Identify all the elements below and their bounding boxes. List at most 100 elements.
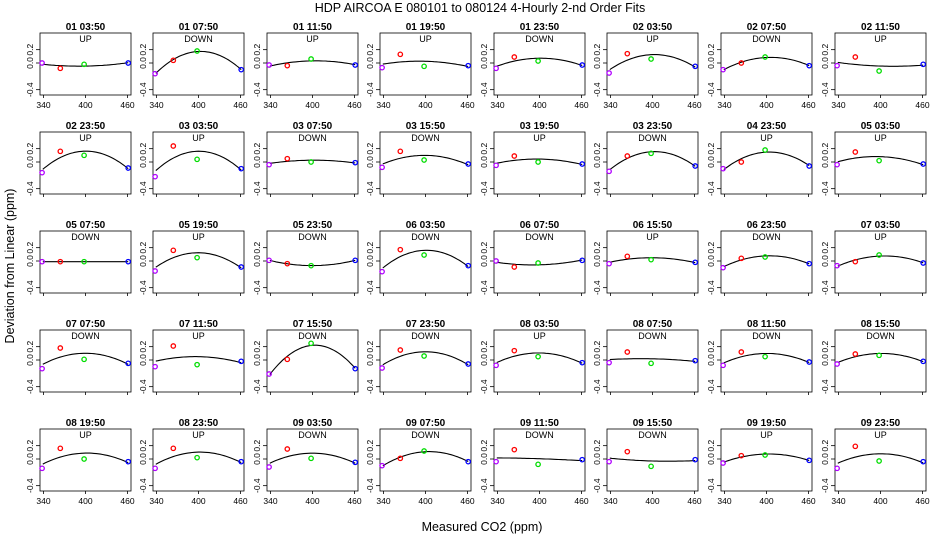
data-point xyxy=(284,356,291,363)
y-tick-label: 0.0 xyxy=(479,57,489,69)
panel-direction: UP xyxy=(79,430,92,440)
x-tick-label: 460 xyxy=(460,496,474,506)
x-tick-label: 400 xyxy=(873,100,887,110)
y-tick-label: 0.0 xyxy=(25,156,35,168)
x-tick-label: 340 xyxy=(36,100,50,110)
panel-direction: DOWN xyxy=(525,232,554,242)
data-point xyxy=(762,147,768,153)
y-tick-label: 0.2 xyxy=(252,340,262,352)
x-tick-label: 340 xyxy=(149,496,163,506)
y-tick-label: 0.0 xyxy=(25,57,35,69)
panel-direction: UP xyxy=(79,34,92,44)
y-tick-label: -0.4 xyxy=(820,280,830,295)
data-point xyxy=(352,257,359,264)
data-point xyxy=(511,54,518,60)
panel-label: 01 03:50 xyxy=(66,22,106,33)
data-point xyxy=(308,56,314,62)
data-point xyxy=(852,149,859,155)
panel-label: 09 23:50 xyxy=(861,418,901,429)
x-tick-label: 340 xyxy=(490,100,504,110)
y-tick-label: 0.2 xyxy=(25,241,35,253)
y-tick-label: -0.4 xyxy=(252,280,262,295)
y-tick-label: 0.2 xyxy=(365,142,375,154)
y-tick-label: 0.0 xyxy=(592,156,602,168)
data-point xyxy=(920,161,927,167)
panel-label: 05 23:50 xyxy=(293,220,333,231)
data-point xyxy=(692,163,699,169)
fit-curve xyxy=(723,255,810,268)
y-tick-label: 0.0 xyxy=(138,156,148,168)
data-point xyxy=(606,359,612,366)
panel-label: 09 11:50 xyxy=(520,418,559,429)
panel-direction: UP xyxy=(533,133,546,143)
panel-direction: DOWN xyxy=(525,34,554,44)
panel-direction: DOWN xyxy=(298,133,327,143)
data-point xyxy=(806,359,813,365)
y-tick-label: -0.4 xyxy=(479,280,489,295)
data-point xyxy=(920,61,927,68)
data-point xyxy=(308,262,314,269)
y-tick-label: -0.4 xyxy=(25,379,35,394)
y-tick-label: -0.4 xyxy=(592,379,602,394)
data-point xyxy=(465,262,472,269)
x-tick-label: 400 xyxy=(78,100,92,110)
data-point xyxy=(692,357,699,364)
y-tick-label: -0.4 xyxy=(592,181,602,196)
y-tick-label: 0.0 xyxy=(706,354,716,366)
x-tick-label: 460 xyxy=(687,100,701,110)
x-tick-label: 340 xyxy=(831,100,845,110)
panel-direction: UP xyxy=(419,34,432,44)
y-tick-label: -0.4 xyxy=(479,82,489,97)
panel-direction: DOWN xyxy=(184,34,213,44)
chart-title: HDP AIRCOA E 080101 to 080124 4-Hourly 2… xyxy=(315,1,646,15)
fit-curve xyxy=(723,352,810,364)
data-point xyxy=(39,258,45,265)
data-point xyxy=(397,51,404,58)
data-point xyxy=(465,361,472,367)
y-tick-label: 0.2 xyxy=(25,142,35,154)
y-tick-label: 0.0 xyxy=(252,156,262,168)
panel-label: 09 07:50 xyxy=(406,418,446,429)
fit-curve xyxy=(382,249,469,269)
data-point xyxy=(692,456,699,463)
y-tick-label: -0.4 xyxy=(706,181,716,196)
fit-curve xyxy=(609,54,696,71)
panel-direction: DOWN xyxy=(71,232,100,242)
x-tick-label: 340 xyxy=(376,496,390,506)
panel-direction: UP xyxy=(192,133,205,143)
data-point xyxy=(352,365,359,372)
data-point xyxy=(465,161,472,167)
data-point xyxy=(125,458,132,465)
data-point xyxy=(284,446,291,452)
panel-label: 09 03:50 xyxy=(293,418,333,429)
y-tick-label: 0.2 xyxy=(25,43,35,55)
data-point xyxy=(511,153,518,159)
data-point xyxy=(738,349,745,355)
x-tick-label: 400 xyxy=(532,100,546,110)
data-point xyxy=(379,462,385,469)
panel-direction: UP xyxy=(874,232,887,242)
data-point xyxy=(493,162,499,169)
y-tick-label: 0.0 xyxy=(138,354,148,366)
y-tick-label: -0.4 xyxy=(365,82,375,97)
panel-direction: UP xyxy=(646,34,659,44)
fit-curve xyxy=(269,60,356,67)
data-point xyxy=(125,165,132,171)
x-tick-label: 460 xyxy=(460,100,474,110)
y-tick-label: -0.4 xyxy=(479,478,489,493)
y-tick-label: -0.4 xyxy=(138,379,148,394)
y-tick-label: -0.4 xyxy=(479,379,489,394)
x-tick-label: 340 xyxy=(149,100,163,110)
